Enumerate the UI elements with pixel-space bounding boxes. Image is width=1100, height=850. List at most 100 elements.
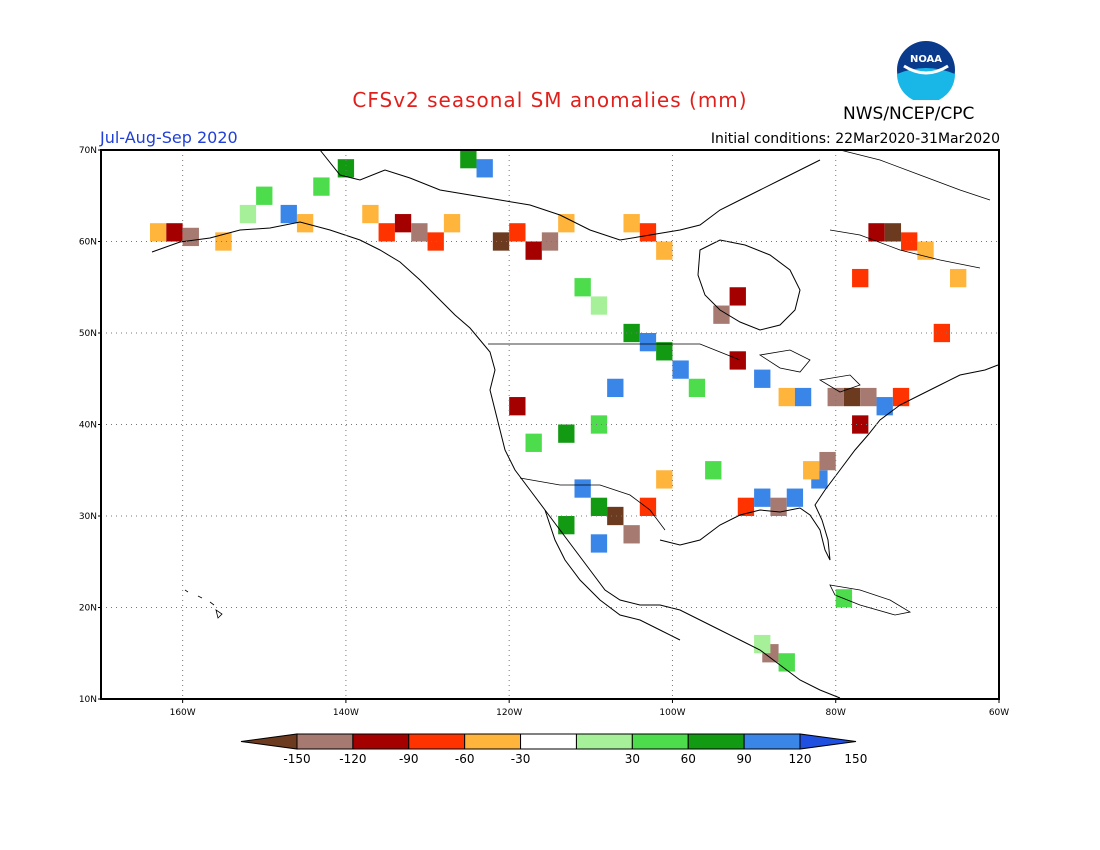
colorbar-arrow-low <box>240 733 298 750</box>
anomaly-cell <box>239 204 257 224</box>
noaa-logo-icon: NOAA <box>897 41 955 100</box>
anomaly-cell <box>770 497 787 516</box>
anomaly-cell <box>411 223 428 242</box>
anomaly-cell <box>639 333 657 352</box>
colorbar-segment <box>743 733 801 750</box>
anomaly-cells <box>149 150 967 672</box>
anomaly-cell <box>476 159 493 178</box>
season-label: Jul-Aug-Sep 2020 <box>100 128 238 147</box>
anomaly-cell <box>729 287 746 306</box>
latitude-tick-label: 30N <box>79 512 97 522</box>
anomaly-cell <box>378 223 395 242</box>
mexico-pacific-coast <box>544 509 681 641</box>
anomaly-cell <box>803 461 820 480</box>
anomaly-cell <box>607 378 624 398</box>
anomaly-cell <box>754 488 771 507</box>
anomaly-cell <box>558 424 575 443</box>
anomaly-cell <box>590 497 608 516</box>
colorbar-label: 30 <box>625 752 640 766</box>
colorbar-label: -150 <box>283 752 310 766</box>
colorbar-segment <box>296 733 354 750</box>
anomaly-cell <box>558 516 575 535</box>
anomaly-cell <box>280 204 297 224</box>
anomaly-cell <box>215 232 232 251</box>
anomaly-cell <box>917 241 934 260</box>
anomaly-cell <box>729 351 746 370</box>
anomaly-cell <box>876 397 893 416</box>
anomaly-cell <box>182 227 199 247</box>
logo-text: NOAA <box>910 54 942 65</box>
longitude-tick-label: 60W <box>989 708 1009 718</box>
latitude-tick-label: 40N <box>79 421 97 431</box>
anomaly-cell <box>574 278 591 297</box>
anomaly-cell <box>443 214 461 233</box>
colorbar-label: -30 <box>511 752 531 766</box>
anomaly-cell <box>525 433 542 452</box>
chart-title: CFSv2 seasonal SM anomalies (mm) <box>352 88 748 112</box>
anomaly-cell <box>884 223 902 242</box>
colorbar-segment <box>408 733 466 750</box>
anomaly-cell <box>337 159 355 178</box>
longitude-labels: 160W 140W 120W 100W 80W 60W <box>170 699 1009 718</box>
us-mexico-border <box>519 477 666 531</box>
anomaly-cell <box>901 232 918 251</box>
anomaly-cell <box>590 296 608 315</box>
latitude-tick-label: 20N <box>79 604 97 614</box>
anomaly-cell <box>541 232 559 251</box>
latitude-tick-label: 60N <box>79 238 97 248</box>
anomaly-cell <box>460 150 477 169</box>
anomaly-cell <box>827 387 844 407</box>
anomaly-cell <box>778 653 795 672</box>
anomaly-cell <box>950 268 967 288</box>
anomaly-cell <box>794 387 812 407</box>
gulf-coast <box>659 364 999 561</box>
anomaly-cell <box>623 214 640 233</box>
anomaly-cell <box>525 241 542 260</box>
anomaly-cell <box>852 415 869 434</box>
longitude-tick-label: 140W <box>333 708 359 718</box>
anomaly-cell <box>656 470 673 489</box>
anomaly-cell <box>819 451 836 471</box>
anomaly-cell <box>713 305 730 324</box>
longitude-tick-label: 80W <box>826 708 846 718</box>
latitude-tick-label: 10N <box>79 695 97 705</box>
colorbar: -150 -120 -90 -60 -30 30 60 90 120 150 <box>240 733 867 766</box>
anomaly-cell <box>639 223 657 242</box>
colorbar-segment <box>687 733 745 750</box>
anomaly-cell <box>656 342 673 361</box>
colorbar-label: 60 <box>681 752 696 766</box>
anomaly-cell <box>688 378 706 398</box>
latitude-labels: 10N 20N 30N 40N 50N 60N 70N <box>79 146 101 705</box>
colorbar-segment <box>352 733 410 750</box>
anomaly-cell <box>786 488 804 507</box>
colorbar-segment <box>575 733 633 750</box>
latitude-tick-label: 50N <box>79 329 97 339</box>
latitude-tick-label: 70N <box>79 146 97 156</box>
anomaly-cell <box>860 387 877 407</box>
longitude-tick-label: 120W <box>496 708 522 718</box>
anomaly-cell <box>166 223 183 242</box>
anomaly-cell <box>574 479 591 498</box>
longitude-tick-label: 160W <box>170 708 196 718</box>
anomaly-cell <box>868 223 885 242</box>
anomaly-cell <box>362 204 379 224</box>
anomaly-cell <box>313 177 330 196</box>
north-america-west-coast <box>151 221 841 699</box>
anomaly-cell <box>590 415 608 434</box>
arctic-coast <box>319 149 821 241</box>
hudson-bay <box>697 239 801 331</box>
colorbar-label: 120 <box>789 752 812 766</box>
colorbar-label: -120 <box>339 752 366 766</box>
colorbar-label: -90 <box>399 752 419 766</box>
anomaly-cell <box>892 387 910 407</box>
initial-conditions-label: Initial conditions: 22Mar2020-31Mar2020 <box>710 131 1000 147</box>
colorbar-label: 90 <box>736 752 751 766</box>
anomaly-cell <box>590 534 608 553</box>
anomaly-cell <box>558 214 575 233</box>
anomaly-cell <box>737 497 755 516</box>
coastlines <box>151 149 999 699</box>
cuba <box>829 584 912 616</box>
anomaly-cell <box>754 634 771 654</box>
anomaly-cell <box>623 525 640 544</box>
